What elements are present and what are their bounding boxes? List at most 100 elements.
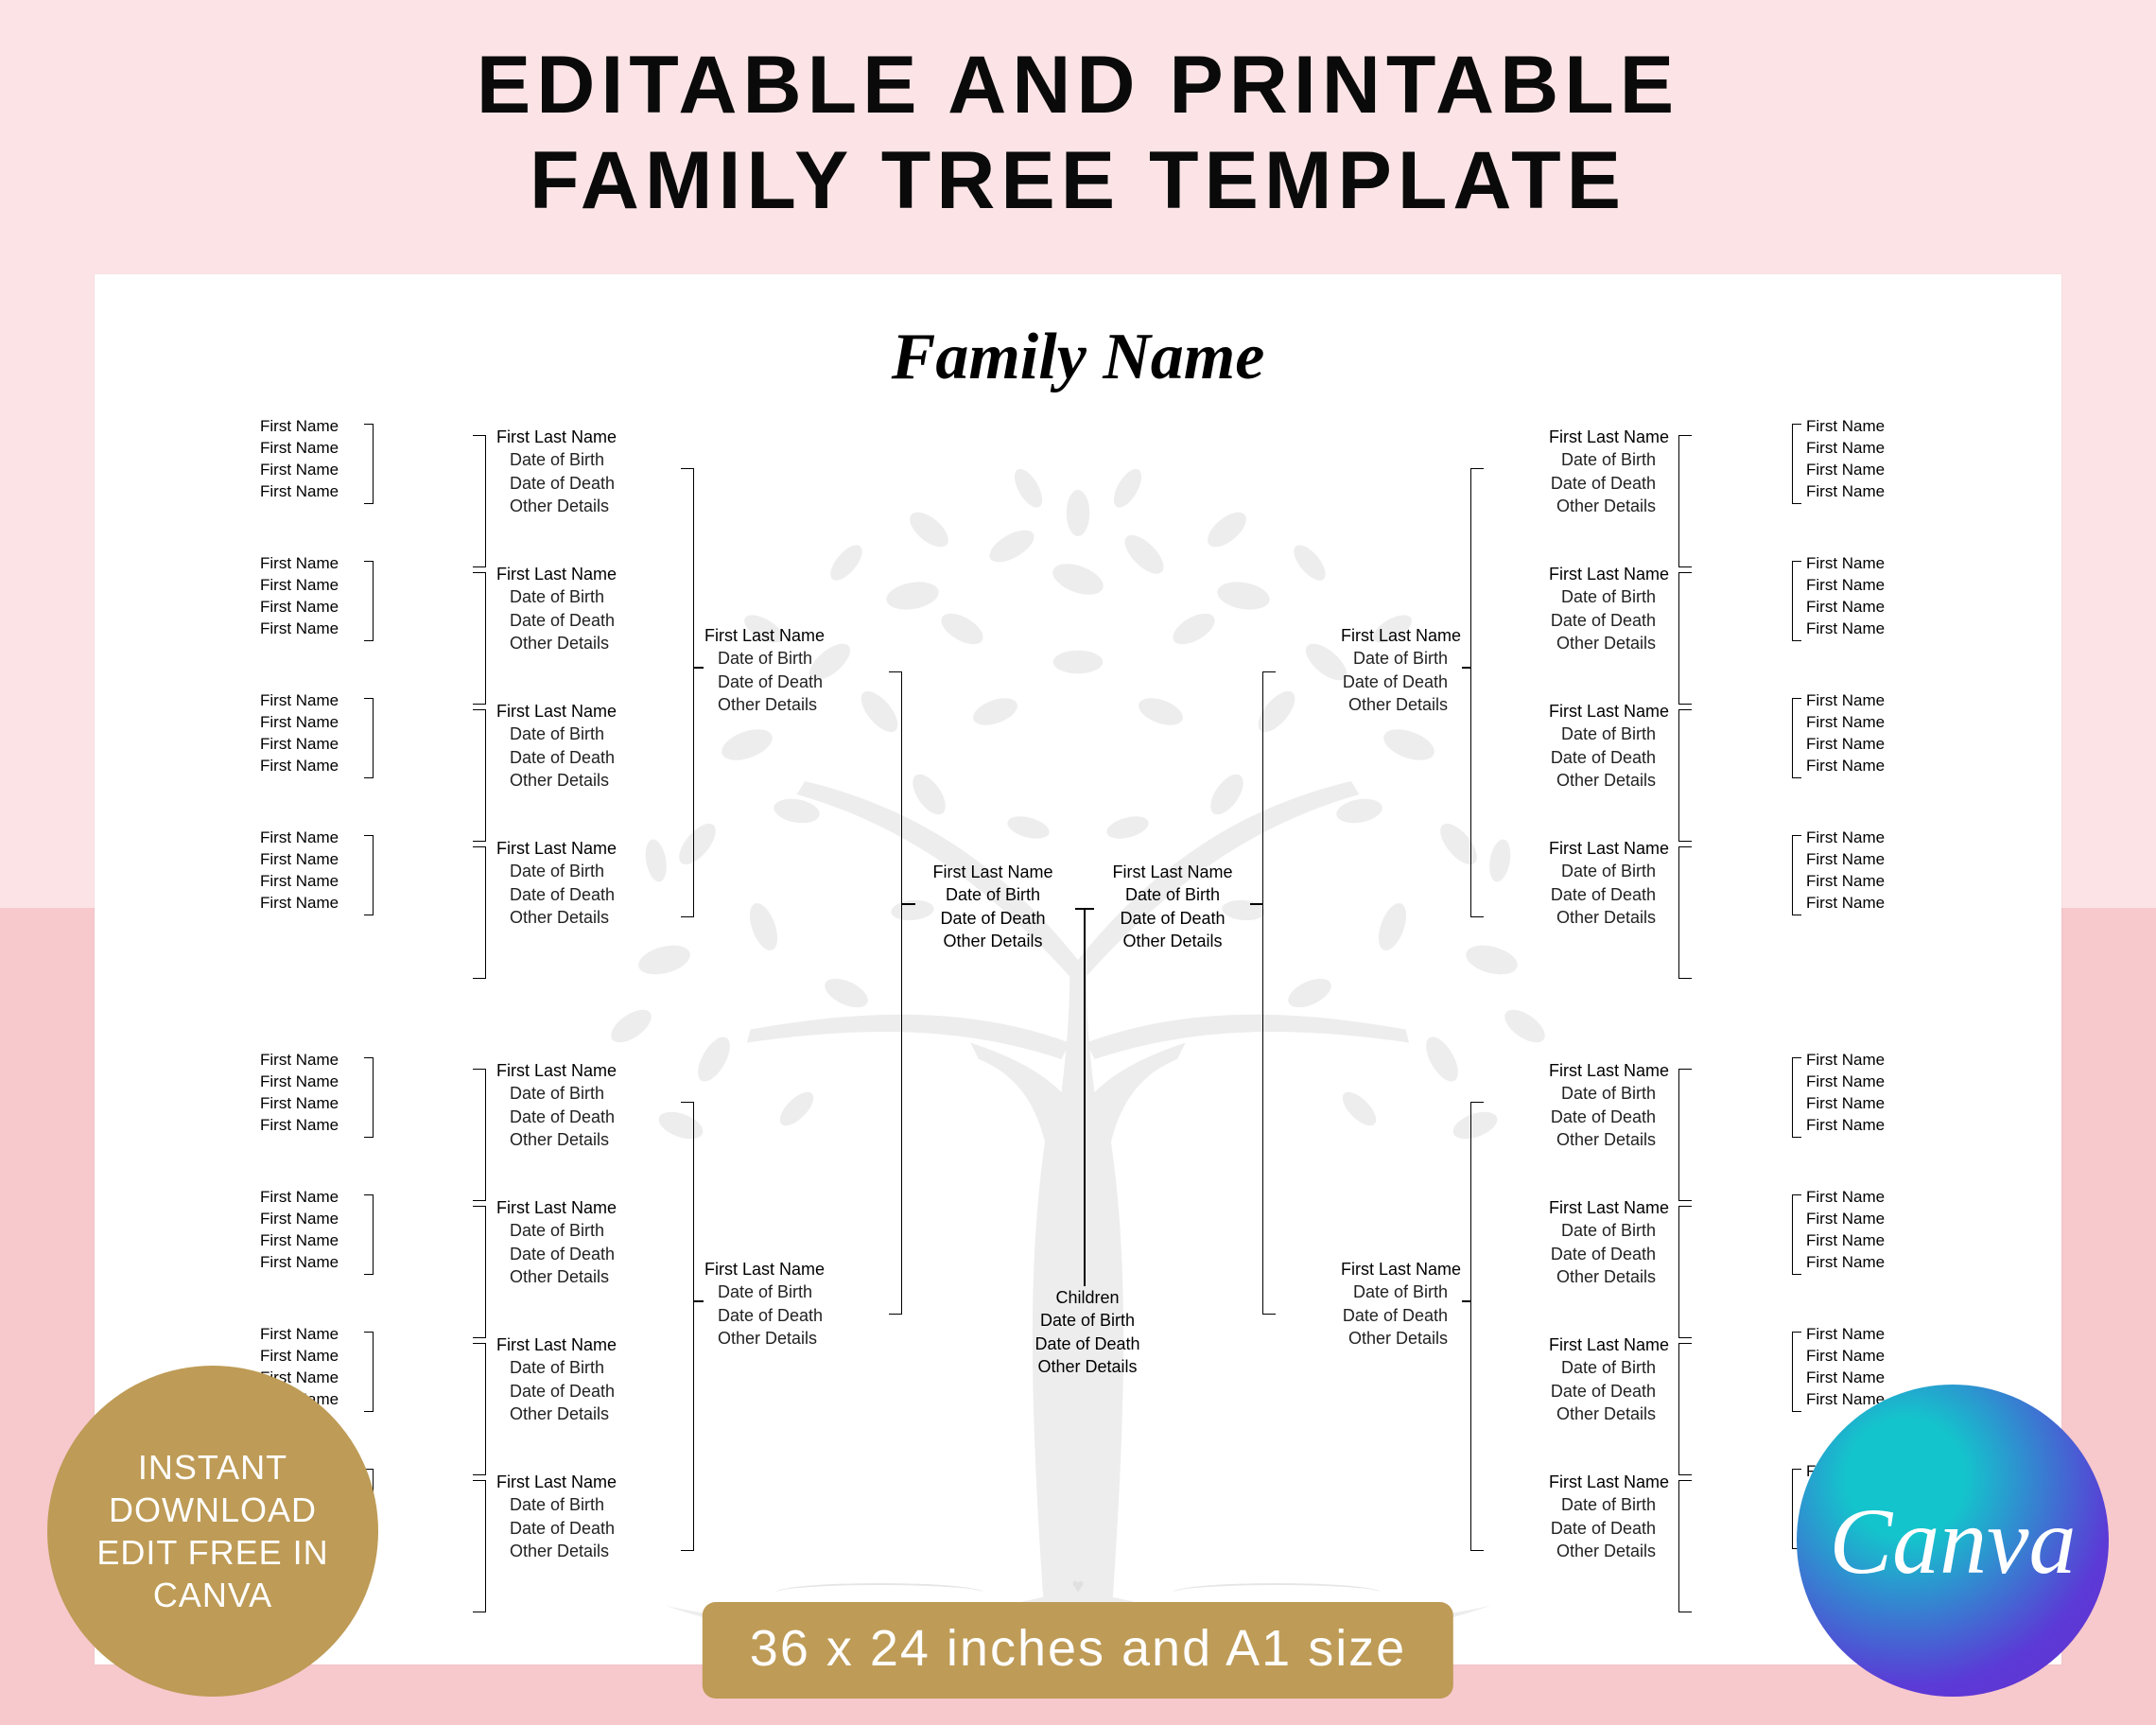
person-name: First Last Name — [1097, 861, 1248, 883]
person-details: Other Details — [1499, 1403, 1669, 1425]
headline-line-1: EDITABLE AND PRINTABLE — [0, 38, 2156, 133]
bracket — [473, 846, 486, 979]
name: First Name — [1806, 619, 1885, 640]
person-name: First Last Name — [1499, 1333, 1669, 1356]
person-details: Other Details — [496, 906, 667, 929]
person-dod: Date of Death — [496, 1243, 667, 1265]
person-name: First Last Name — [917, 861, 1069, 883]
person-details: Other Details — [1499, 495, 1669, 517]
person-details: Other Details — [1499, 1540, 1669, 1562]
person-dod: Date of Death — [1097, 907, 1248, 930]
person-dod: Date of Death — [704, 671, 875, 693]
person-dod: Date of Death — [1499, 609, 1669, 632]
bracket — [1678, 1480, 1692, 1612]
name: First Name — [260, 849, 339, 871]
person-dob: Date of Birth — [496, 1219, 667, 1242]
gen3-r-6: First Last Name Date of Birth Date of De… — [1499, 1196, 1669, 1288]
bracket — [364, 561, 374, 641]
name: First Name — [260, 1050, 339, 1072]
name: First Name — [260, 597, 339, 619]
gen3-l-6: First Last Name Date of Birth Date of De… — [496, 1196, 667, 1288]
bracket — [889, 671, 902, 1315]
person-dob: Date of Birth — [496, 1356, 667, 1379]
person-dod: Date of Death — [704, 1304, 875, 1327]
children-details: Other Details — [1002, 1355, 1173, 1378]
person-dod: Date of Death — [1499, 1517, 1669, 1540]
name: First Name — [1806, 849, 1885, 871]
gen4-l-4: First Name First Name First Name First N… — [260, 828, 339, 915]
name: First Name — [1806, 575, 1885, 597]
children-label: Children — [1002, 1286, 1173, 1309]
gen4-l-2: First Name First Name First Name First N… — [260, 553, 339, 640]
name: First Name — [260, 1072, 339, 1093]
template-sheet: Family Name First Last Name Date of Birt… — [95, 274, 2061, 1664]
heart-icon: ♥ — [1071, 1574, 1084, 1598]
person-details: Other Details — [1097, 930, 1248, 952]
person-details: Other Details — [496, 769, 667, 792]
bracket — [473, 1480, 486, 1612]
gen4-r-3: First Name First Name First Name First N… — [1806, 690, 1885, 777]
bracket — [1792, 1332, 1801, 1412]
name: First Name — [1806, 756, 1885, 777]
name: First Name — [1806, 1115, 1885, 1137]
bracket — [364, 1194, 374, 1275]
name: First Name — [1806, 690, 1885, 712]
bracket — [473, 1206, 486, 1338]
person-details: Other Details — [496, 1128, 667, 1151]
bracket — [1470, 468, 1484, 917]
gen4-r-2: First Name First Name First Name First N… — [1806, 553, 1885, 640]
gen3-l-4: First Last Name Date of Birth Date of De… — [496, 837, 667, 929]
name: First Name — [1806, 553, 1885, 575]
name: First Name — [260, 871, 339, 893]
gen2-r-top: First Last Name Date of Birth Date of De… — [1291, 624, 1461, 716]
instant-download-badge: INSTANT DOWNLOAD EDIT FREE IN CANVA — [47, 1366, 378, 1697]
person-dob: Date of Birth — [1499, 1493, 1669, 1516]
person-name: First Last Name — [1499, 426, 1669, 448]
gen3-r-7: First Last Name Date of Birth Date of De… — [1499, 1333, 1669, 1425]
name: First Name — [260, 1324, 339, 1346]
name: First Name — [1806, 1187, 1885, 1209]
gen3-r-2: First Last Name Date of Birth Date of De… — [1499, 563, 1669, 654]
bracket — [364, 1332, 374, 1412]
name: First Name — [260, 438, 339, 460]
bracket — [1262, 671, 1276, 1315]
person-name: First Last Name — [1499, 563, 1669, 585]
connector — [694, 667, 704, 669]
person-dob: Date of Birth — [1291, 647, 1461, 670]
person-dod: Date of Death — [1499, 1380, 1669, 1403]
gen4-r-1: First Name First Name First Name First N… — [1806, 416, 1885, 503]
bracket — [681, 1102, 694, 1551]
name: First Name — [260, 481, 339, 503]
person-details: Other Details — [1499, 769, 1669, 792]
person-dod: Date of Death — [496, 1380, 667, 1403]
person-dob: Date of Birth — [1499, 860, 1669, 882]
person-dod: Date of Death — [917, 907, 1069, 930]
bracket — [473, 435, 486, 567]
gen4-l-1: First Name First Name First Name First N… — [260, 416, 339, 503]
person-dob: Date of Birth — [496, 1493, 667, 1516]
tree-silhouette — [416, 331, 1740, 1655]
name: First Name — [260, 553, 339, 575]
person-name: First Last Name — [496, 700, 667, 723]
name: First Name — [1806, 460, 1885, 481]
person-details: Other Details — [1499, 906, 1669, 929]
name: First Name — [1806, 1093, 1885, 1115]
gen1-left-person: First Last Name Date of Birth Date of De… — [917, 861, 1069, 952]
name: First Name — [1806, 416, 1885, 438]
person-dod: Date of Death — [496, 472, 667, 495]
person-dod: Date of Death — [1291, 671, 1461, 693]
gen4-l-5: First Name First Name First Name First N… — [260, 1050, 339, 1137]
person-dod: Date of Death — [1291, 1304, 1461, 1327]
headline: EDITABLE AND PRINTABLE FAMILY TREE TEMPL… — [0, 38, 2156, 230]
connector — [1462, 1300, 1471, 1302]
person-name: First Last Name — [496, 1333, 667, 1356]
name: First Name — [260, 460, 339, 481]
person-dob: Date of Birth — [1499, 1356, 1669, 1379]
children-dob: Date of Birth — [1002, 1309, 1173, 1332]
children-block: Children Date of Birth Date of Death Oth… — [1002, 1286, 1173, 1378]
person-details: Other Details — [496, 1540, 667, 1562]
person-details: Other Details — [1291, 693, 1461, 716]
person-dob: Date of Birth — [1499, 1082, 1669, 1105]
name: First Name — [1806, 597, 1885, 619]
person-name: First Last Name — [496, 837, 667, 860]
